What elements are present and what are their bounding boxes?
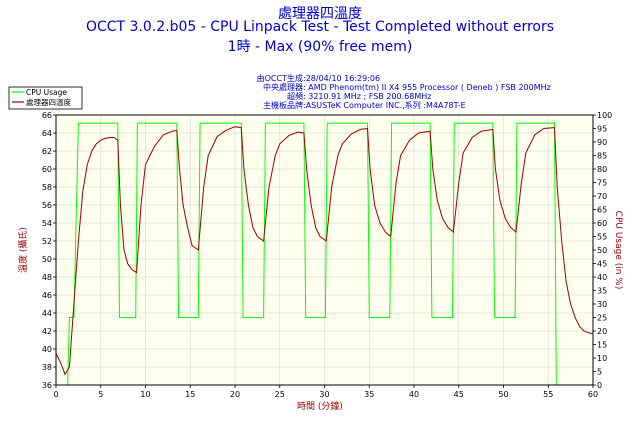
chart-subtitle-mode: 1時 - Max (90% free mem): [227, 39, 413, 55]
legend-label-temperature: 處理器四溫度: [26, 97, 71, 107]
y-left-tick-label: 44: [42, 309, 52, 318]
series-line-cpu-usage: [56, 122, 593, 386]
legend: CPU Usage 處理器四溫度: [8, 86, 83, 110]
x-tick-label: 0: [53, 390, 58, 399]
x-tick-label: 45: [454, 390, 464, 399]
chart-title: 處理器四溫度: [278, 6, 362, 22]
info-value: : 3210.91 MHz ; FSB 200.68MHz: [303, 92, 432, 101]
chart-subtitle-test: OCCT 3.0.2.b05 - CPU Linpack Test - Test…: [85, 19, 555, 35]
info-row-generated: 由OCCT生成:28/04/10 16:29:06: [203, 73, 380, 84]
info-row-overclock: 超頻: 3210.91 MHz ; FSB 200.68MHz: [203, 91, 431, 102]
info-value: :ASUSTeK Computer INC.,系列 :M4A78T-E: [303, 101, 466, 110]
info-label: 主機板品牌: [263, 101, 303, 110]
x-tick-label: 55: [543, 390, 553, 399]
x-tick-label: 15: [185, 390, 195, 399]
info-label: 中央處理器: [263, 83, 303, 92]
info-label: 由OCCT生成: [256, 74, 303, 83]
y-left-tick-label: 56: [42, 201, 52, 210]
y-right-tick-label: 55: [597, 233, 607, 242]
y-left-tick-label: 38: [42, 363, 52, 372]
x-tick-label: 40: [409, 390, 419, 399]
y-left-tick-label: 48: [42, 273, 52, 282]
y-left-tick-label: 40: [42, 345, 52, 354]
x-tick-label: 60: [588, 390, 598, 399]
x-tick-label: 5: [98, 390, 103, 399]
y-right-tick-label: 80: [597, 165, 607, 174]
x-tick-label: 20: [230, 390, 240, 399]
y-right-tick-label: 85: [597, 152, 607, 161]
y-left-tick-label: 58: [42, 183, 52, 192]
info-value: : AMD Phenom(tm) II X4 955 Processor ( D…: [303, 83, 551, 92]
y-right-tick-label: 95: [597, 125, 607, 134]
x-axis-label: 時間 (分鐘): [297, 400, 343, 412]
y-right-tick-label: 10: [597, 354, 607, 363]
x-tick-label: 10: [140, 390, 150, 399]
y-right-tick-label: 75: [597, 179, 607, 188]
y-right-tick-label: 60: [597, 219, 607, 228]
y-right-tick-label: 0: [597, 381, 602, 390]
info-value: :28/04/10 16:29:06: [303, 74, 381, 83]
y-right-tick-label: 35: [597, 287, 607, 296]
y-left-tick-label: 46: [42, 291, 52, 300]
info-row-motherboard: 主機板品牌:ASUSTeK Computer INC.,系列 :M4A78T-E: [203, 100, 466, 111]
y-right-tick-label: 30: [597, 300, 607, 309]
y-right-tick-label: 45: [597, 260, 607, 269]
y-left-tick-label: 66: [42, 111, 52, 120]
y-axis-label-right: CPU Usage (in %): [613, 211, 623, 290]
x-tick-label: 50: [498, 390, 508, 399]
legend-label-cpu-usage: CPU Usage: [26, 88, 67, 97]
tick-labels: 0 5 10 15 20 25 30 35 40 45 50 55 603638404244464850…: [42, 111, 612, 399]
info-row-cpu: 中央處理器: AMD Phenom(tm) II X4 955 Processo…: [203, 82, 551, 93]
y-left-tick-label: 36: [42, 381, 52, 390]
x-tick-label: 30: [319, 390, 329, 399]
series-line-temperature: [55, 126, 594, 376]
y-left-tick-label: 54: [42, 219, 52, 228]
y-left-tick-label: 62: [42, 147, 52, 156]
y-left-tick-label: 50: [42, 255, 52, 264]
y-left-tick-label: 64: [42, 129, 52, 138]
y-right-tick-label: 90: [597, 138, 607, 147]
series-layer: [55, 122, 594, 386]
x-tick-label: 25: [275, 390, 285, 399]
y-right-tick-label: 20: [597, 327, 607, 336]
y-left-tick-label: 52: [42, 237, 52, 246]
legend-box: [8, 86, 83, 110]
y-right-tick-label: 100: [597, 111, 612, 120]
y-right-tick-label: 25: [597, 314, 607, 323]
y-left-tick-label: 60: [42, 165, 52, 174]
y-right-tick-label: 40: [597, 273, 607, 282]
y-right-tick-label: 65: [597, 206, 607, 215]
x-tick-label: 35: [364, 390, 374, 399]
y-axis-label-left: 溫度 (攝氏): [17, 227, 29, 273]
info-label: 超頻: [287, 92, 303, 101]
y-right-tick-label: 5: [597, 368, 602, 377]
y-right-tick-label: 70: [597, 192, 607, 201]
y-right-tick-label: 15: [597, 341, 607, 350]
y-left-tick-label: 42: [42, 327, 52, 336]
y-right-tick-label: 50: [597, 246, 607, 255]
